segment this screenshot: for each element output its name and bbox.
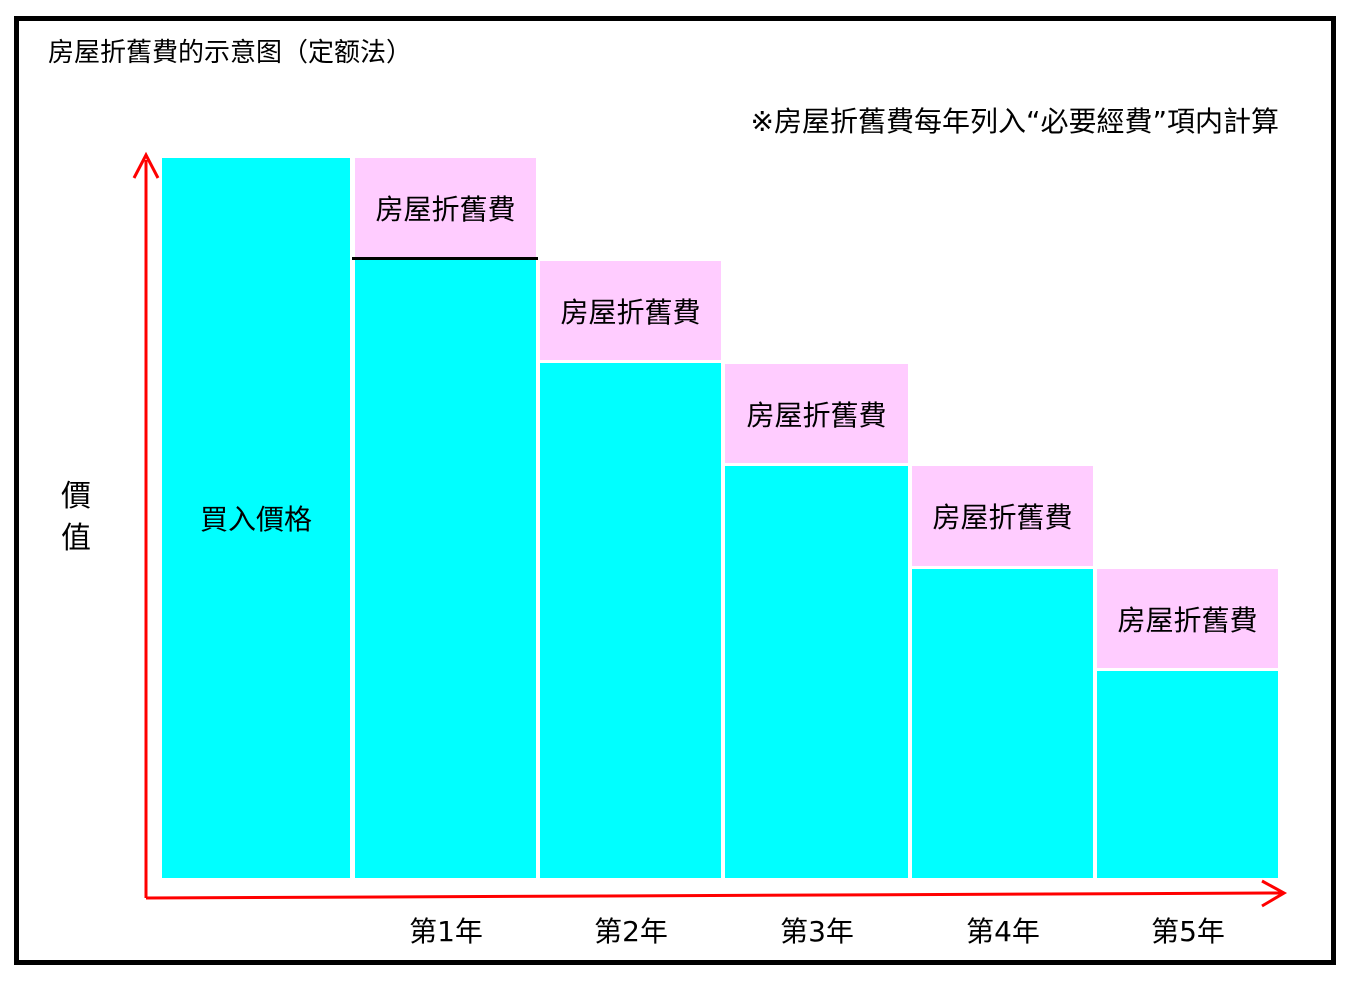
x-label-year-3: 第3年 (780, 915, 854, 948)
value-block-year-5 (1097, 671, 1278, 878)
depreciation-block-year-4: 房屋折舊費 (912, 466, 1093, 566)
diagram-note: ※房屋折舊費每年列入“必要經費”項内計算 (750, 105, 1279, 138)
depreciation-label: 房屋折舊費 (746, 398, 887, 432)
depreciation-block-year-1: 房屋折舊費 (355, 158, 536, 258)
value-block-year-3 (725, 466, 908, 878)
diagram-title: 房屋折舊費的示意图（定额法） (48, 38, 413, 68)
x-axis-line (145, 891, 1283, 900)
x-label-year-2: 第2年 (594, 915, 668, 948)
depreciation-block-year-3: 房屋折舊費 (725, 364, 908, 463)
y-axis-label-char-1: 價 (61, 479, 91, 514)
x-label-year-5: 第5年 (1151, 915, 1225, 948)
y-axis-arrowhead (132, 151, 160, 179)
depreciation-block-year-5: 房屋折舊費 (1097, 569, 1278, 668)
depreciation-label: 房屋折舊費 (1117, 603, 1258, 637)
depreciation-block-year-2: 房屋折舊費 (540, 261, 721, 360)
diagram-frame (14, 16, 1336, 965)
purchase-price-block: 買入價格 (162, 158, 350, 878)
value-block-year-2 (540, 363, 721, 878)
year-1-divider-line (352, 257, 538, 260)
x-axis-arrowhead (1261, 879, 1288, 908)
y-axis-label-char-2: 值 (61, 521, 91, 556)
depreciation-label: 房屋折舊費 (932, 501, 1073, 534)
y-axis-label: 價 值 (58, 476, 94, 560)
x-label-year-1: 第1年 (409, 915, 483, 948)
depreciation-label: 房屋折舊費 (375, 193, 516, 226)
purchase-price-label: 買入價格 (199, 503, 312, 536)
x-label-year-4: 第4年 (966, 915, 1040, 948)
value-block-year-1 (355, 260, 536, 878)
value-block-year-4 (912, 569, 1093, 878)
depreciation-label: 房屋折舊費 (560, 295, 701, 329)
